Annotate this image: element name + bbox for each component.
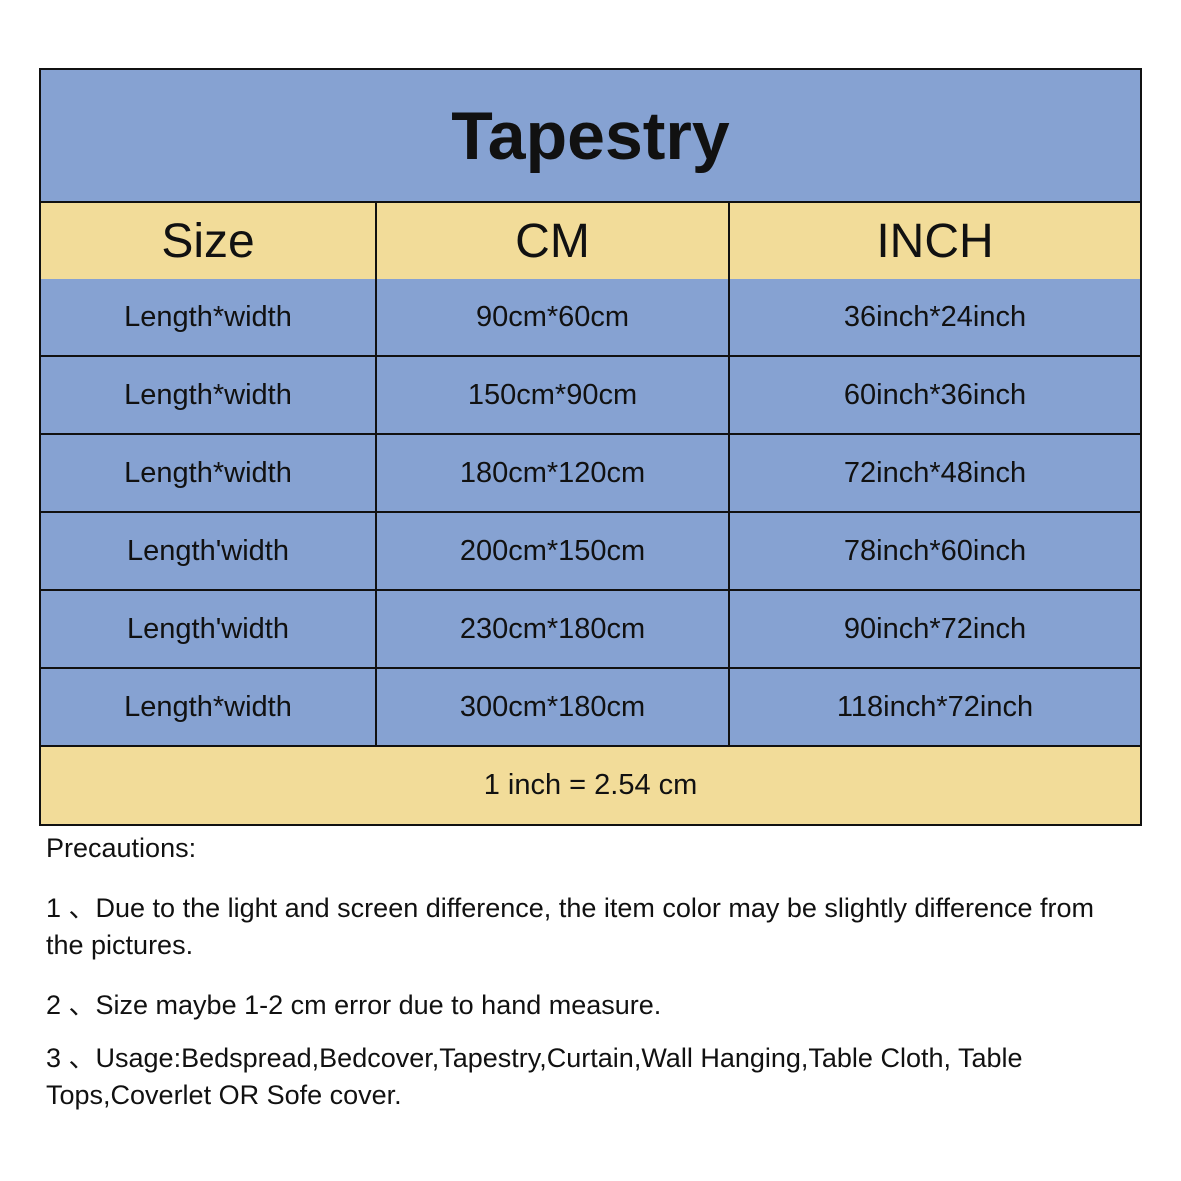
size-cell: Length*width bbox=[41, 669, 375, 745]
size-cell: Length*width bbox=[41, 357, 375, 433]
precautions-heading: Precautions: bbox=[46, 833, 197, 863]
table-row: Length*width 90cm*60cm 36inch*24inch bbox=[41, 279, 1140, 355]
inch-cell: 78inch*60inch bbox=[728, 513, 1140, 589]
table-row: Length*width 300cm*180cm 118inch*72inch bbox=[41, 667, 1140, 745]
table-row: Length'width 230cm*180cm 90inch*72inch bbox=[41, 589, 1140, 667]
cm-cell: 180cm*120cm bbox=[375, 435, 728, 511]
header-cm: CM bbox=[375, 203, 728, 279]
footer-row: 1 inch = 2.54 cm bbox=[41, 745, 1140, 824]
cm-cell: 200cm*150cm bbox=[375, 513, 728, 589]
cm-cell: 230cm*180cm bbox=[375, 591, 728, 667]
size-cell: Length*width bbox=[41, 435, 375, 511]
size-cell: Length'width bbox=[41, 513, 375, 589]
header-row: Size CM INCH bbox=[41, 201, 1140, 279]
size-cell: Length'width bbox=[41, 591, 375, 667]
cm-cell: 150cm*90cm bbox=[375, 357, 728, 433]
title-row: Tapestry bbox=[41, 70, 1140, 201]
size-table: Tapestry Size CM INCH Length*width 90cm*6… bbox=[39, 68, 1142, 826]
precautions: Precautions: 1 、Due to the light and scr… bbox=[46, 830, 1146, 1114]
header-size: Size bbox=[41, 203, 375, 279]
table-row: Length'width 200cm*150cm 78inch*60inch bbox=[41, 511, 1140, 589]
cm-cell: 90cm*60cm bbox=[375, 279, 728, 355]
note-item: 3 、Usage:Bedspread,Bedcover,Tapestry,Cur… bbox=[46, 1043, 1023, 1110]
header-inch: INCH bbox=[728, 203, 1140, 279]
size-cell: Length*width bbox=[41, 279, 375, 355]
inch-cell: 36inch*24inch bbox=[728, 279, 1140, 355]
inch-cell: 90inch*72inch bbox=[728, 591, 1140, 667]
table-row: Length*width 150cm*90cm 60inch*36inch bbox=[41, 355, 1140, 433]
note-item: 1 、Due to the light and screen differenc… bbox=[46, 893, 1095, 960]
table-row: Length*width 180cm*120cm 72inch*48inch bbox=[41, 433, 1140, 511]
inch-cell: 60inch*36inch bbox=[728, 357, 1140, 433]
inch-cell: 118inch*72inch bbox=[728, 669, 1140, 745]
inch-cell: 72inch*48inch bbox=[728, 435, 1140, 511]
note-item: 2 、Size maybe 1-2 cm error due to hand m… bbox=[46, 990, 662, 1020]
table-title: Tapestry bbox=[41, 70, 1140, 201]
cm-cell: 300cm*180cm bbox=[375, 669, 728, 745]
conversion-note: 1 inch = 2.54 cm bbox=[41, 747, 1140, 824]
